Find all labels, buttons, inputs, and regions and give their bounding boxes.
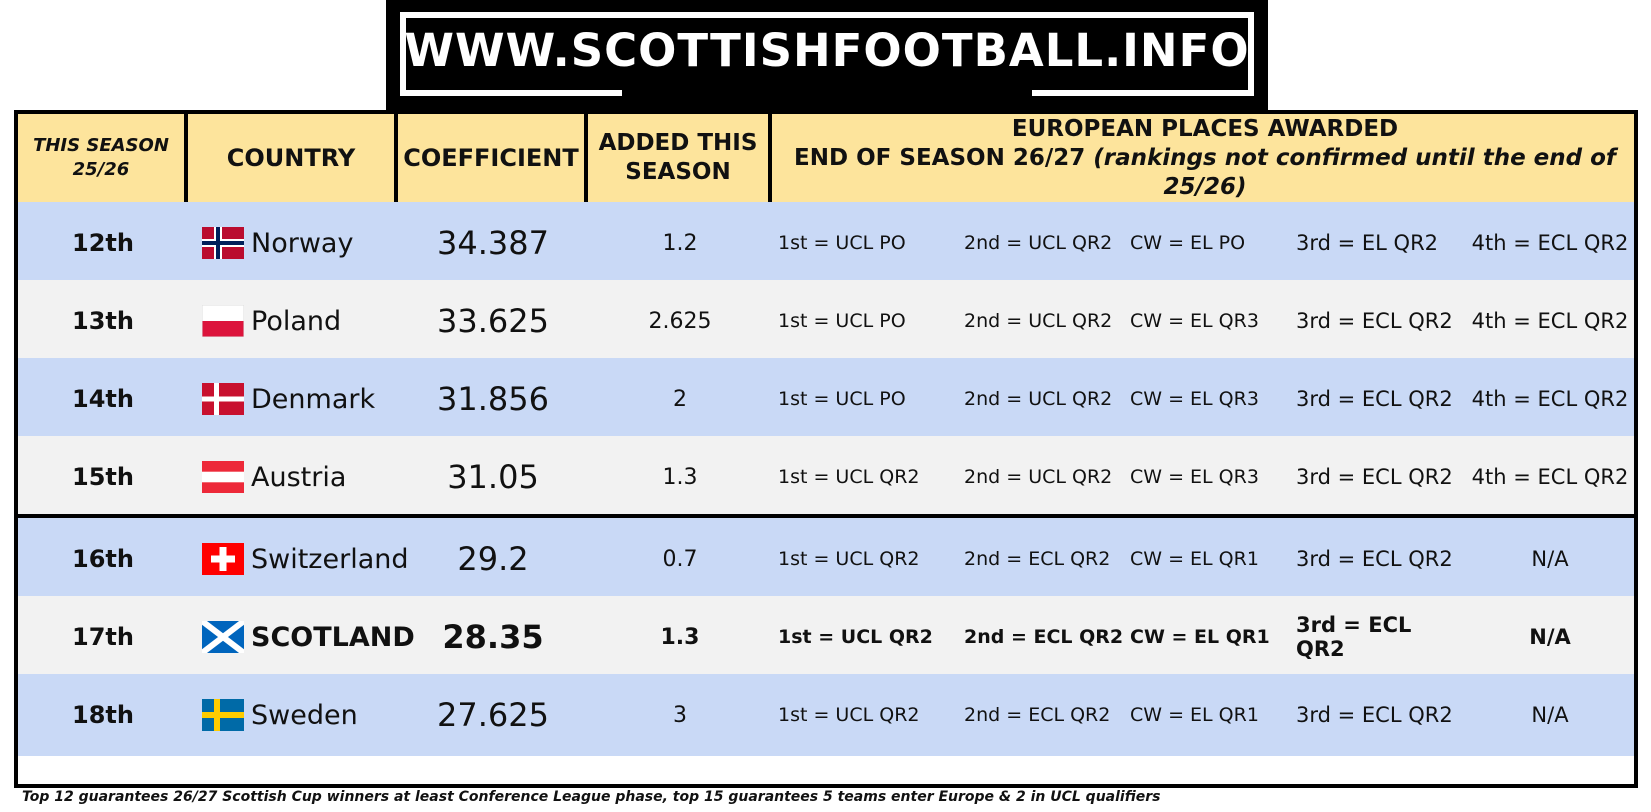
- place-cell: 2nd = UCL QR2: [964, 388, 1113, 410]
- place-cell: N/A: [1529, 625, 1571, 649]
- rank-cell: 17th: [72, 623, 134, 651]
- banner-frame: [400, 12, 1254, 90]
- footnote: Top 12 guarantees 26/27 Scottish Cup win…: [22, 789, 1161, 805]
- rank-cell: 12th: [72, 229, 134, 257]
- place-cell: 2nd = UCL QR2: [964, 232, 1113, 254]
- table-row: 12th Norway 34.387 1.2 1st = UCL PO 2nd = UCL…: [18, 202, 1634, 284]
- country-cell: Norway: [188, 202, 398, 284]
- rank-cell: 15th: [72, 463, 134, 491]
- place-cell: CW = EL QR3: [1130, 310, 1259, 332]
- place-cell: 3rd = EL QR2: [1296, 231, 1439, 255]
- austria-flag-icon: [202, 461, 244, 493]
- banner-underline-left: [400, 90, 622, 96]
- place-cell: 3rd = ECL QR2: [1296, 465, 1453, 489]
- country-name: Austria: [251, 461, 347, 493]
- place-cell: 2nd = ECL QR2: [964, 626, 1124, 648]
- place-cell: 4th = ECL QR2: [1471, 465, 1629, 489]
- added-cell: 2: [673, 386, 687, 412]
- table-row: 13th Poland 33.625 2.625 1st = UCL PO 2nd = U…: [18, 280, 1634, 362]
- country-cell: Poland: [188, 280, 398, 362]
- header-european-places: EUROPEAN PLACES AWARDED END OF SEASON 26…: [794, 115, 1616, 200]
- sweden-flag-icon: [202, 699, 244, 731]
- scotland-flag-icon: [202, 621, 244, 653]
- poland-flag-icon: [202, 305, 244, 337]
- place-cell: 3rd = ECL QR2: [1296, 547, 1453, 571]
- place-cell: 4th = ECL QR2: [1471, 231, 1629, 255]
- banner-underline-right: [1032, 90, 1254, 96]
- country-cell: Denmark: [188, 358, 398, 440]
- place-cell: 1st = UCL PO: [778, 310, 906, 332]
- place-cell: CW = EL QR3: [1130, 466, 1259, 488]
- place-cell: CW = EL QR3: [1130, 388, 1259, 410]
- rank-cell: 18th: [72, 701, 134, 729]
- country-name: Denmark: [251, 383, 376, 415]
- rank-cell: 16th: [72, 545, 134, 573]
- banner-logo-text: WWW.SCOTTISHFOOTBALL.INFO: [404, 24, 1250, 77]
- place-cell: 2nd = ECL QR2: [964, 548, 1111, 570]
- place-cell: 3rd = ECL QR2: [1296, 309, 1453, 333]
- rank-cell: 14th: [72, 385, 134, 413]
- table-header: THIS SEASON 25/26 COUNTRY COEFFICIENT ADD…: [18, 114, 1634, 206]
- place-cell: CW = EL QR1: [1130, 626, 1270, 648]
- coefficient-cell: 31.856: [437, 380, 549, 418]
- header-country: COUNTRY: [188, 114, 398, 202]
- country-cell: SCOTLAND: [188, 596, 415, 678]
- place-cell: N/A: [1531, 703, 1569, 727]
- added-cell: 1.3: [660, 624, 700, 650]
- denmark-flag-icon: [202, 383, 244, 415]
- place-cell: CW = EL PO: [1130, 232, 1246, 254]
- place-cell: 3rd = ECL QR2: [1296, 387, 1453, 411]
- coefficient-table: THIS SEASON 25/26 COUNTRY COEFFICIENT ADD…: [14, 110, 1638, 788]
- place-cell: 1st = UCL PO: [778, 232, 906, 254]
- place-cell: 1st = UCL QR2: [778, 626, 933, 648]
- place-cell: 3rd = ECL QR2: [1296, 703, 1453, 727]
- place-cell: 2nd = UCL QR2: [964, 466, 1113, 488]
- table-row: 18th Sweden 27.625 3 1st = UCL QR2 2nd = ECL …: [18, 674, 1634, 756]
- place-cell: N/A: [1531, 547, 1569, 571]
- country-name: Norway: [251, 227, 354, 259]
- added-cell: 1.3: [662, 464, 698, 490]
- place-cell: 1st = UCL QR2: [778, 466, 920, 488]
- added-cell: 2.625: [648, 308, 712, 334]
- coefficient-cell: 27.625: [437, 696, 549, 734]
- country-name: SCOTLAND: [251, 621, 415, 653]
- table-row: 14th Denmark 31.856 2 1st = UCL PO 2nd = UCL …: [18, 358, 1634, 440]
- rank-cell: 13th: [72, 307, 134, 335]
- place-cell: 4th = ECL QR2: [1471, 387, 1629, 411]
- norway-flag-icon: [202, 227, 244, 259]
- group-divider: [18, 514, 1634, 518]
- added-cell: 0.7: [662, 546, 698, 572]
- place-cell: 2nd = ECL QR2: [964, 704, 1111, 726]
- place-cell: 1st = UCL PO: [778, 388, 906, 410]
- header-this-season: THIS SEASON 25/26: [18, 114, 188, 202]
- coefficient-cell: 31.05: [447, 458, 539, 496]
- coefficient-cell: 34.387: [437, 224, 549, 262]
- country-cell: Austria: [188, 436, 398, 518]
- country-name: Switzerland: [251, 543, 409, 575]
- coefficient-cell: 29.2: [457, 540, 529, 578]
- place-cell: 4th = ECL QR2: [1471, 309, 1629, 333]
- header-coefficient: COEFFICIENT: [398, 114, 588, 202]
- added-cell: 1.2: [662, 230, 698, 256]
- coefficient-cell: 28.35: [442, 618, 544, 656]
- place-cell: 3rd = ECL QR2: [1296, 613, 1412, 661]
- table-row: 16th Switzerland 29.2 0.7 1st = UCL QR2 2nd =…: [18, 518, 1634, 600]
- place-cell: CW = EL QR1: [1130, 548, 1259, 570]
- header-added-this-season: ADDED THIS SEASON: [588, 114, 772, 202]
- coefficient-cell: 33.625: [437, 302, 549, 340]
- country-cell: Sweden: [188, 674, 398, 756]
- switzerland-flag-icon: [202, 543, 244, 575]
- place-cell: 2nd = UCL QR2: [964, 310, 1113, 332]
- country-name: Poland: [251, 305, 342, 337]
- place-cell: 1st = UCL QR2: [778, 548, 920, 570]
- added-cell: 3: [673, 702, 687, 728]
- table-row: 15th Austria 31.05 1.3 1st = UCL QR2 2nd = UC…: [18, 436, 1634, 518]
- table-row: 17th SCOTLAND 28.35 1.3 1st = UCL QR2 2nd = E…: [18, 596, 1634, 678]
- place-cell: CW = EL QR1: [1130, 704, 1259, 726]
- place-cell: 1st = UCL QR2: [778, 704, 920, 726]
- country-cell: Switzerland: [188, 518, 409, 600]
- country-name: Sweden: [251, 699, 358, 731]
- site-banner: WWW.SCOTTISHFOOTBALL.INFO: [386, 0, 1268, 110]
